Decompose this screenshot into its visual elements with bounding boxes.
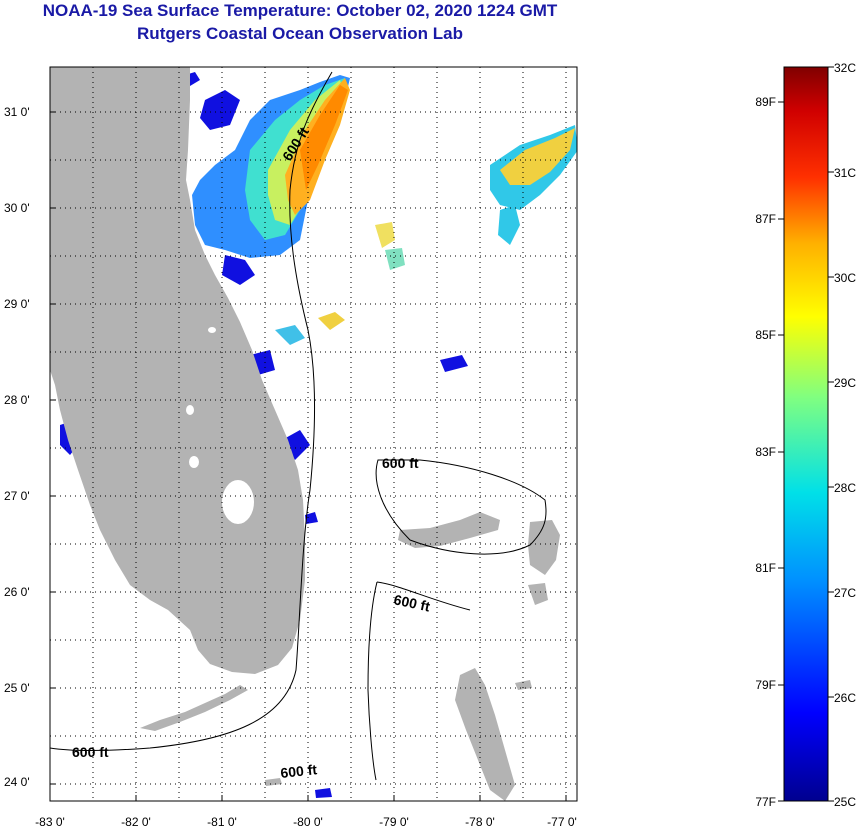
y-tick-label: 24 0' (4, 775, 30, 789)
isobath-600ft (50, 71, 547, 781)
colorbar-celsius-label: 32C (834, 61, 856, 75)
colorbar-fahrenheit-label: 85F (755, 328, 776, 342)
colorbar-gradient (783, 66, 829, 802)
x-tick-label: -79 0' (379, 815, 409, 829)
map-title: NOAA-19 Sea Surface Temperature: October… (42, 1, 558, 20)
colorbar-celsius-label: 26C (834, 691, 856, 705)
colorbar-fahrenheit-label: 83F (755, 445, 776, 459)
colorbar-fahrenheit-label: 79F (755, 678, 776, 692)
colorbar-celsius-label: 31C (834, 166, 856, 180)
axis-ticks (49, 111, 567, 801)
map-frame (49, 66, 578, 802)
colorbar-fahrenheit-label: 81F (755, 561, 776, 575)
x-tick-label: -77 0' (547, 815, 577, 829)
x-tick-label: -82 0' (121, 815, 151, 829)
colorbar-fahrenheit-label: 89F (755, 95, 776, 109)
contour-label: 600 ft (392, 591, 431, 614)
colorbar-celsius-label: 27C (834, 586, 856, 600)
colorbar-celsius-label: 28C (834, 481, 856, 495)
y-tick-label: 31 0' (4, 105, 30, 119)
y-tick-label: 26 0' (4, 585, 30, 599)
x-tick-label: -83 0' (35, 815, 65, 829)
y-tick-label: 25 0' (4, 681, 30, 695)
x-tick-label: -81 0' (207, 815, 237, 829)
y-tick-label: 27 0' (4, 489, 30, 503)
y-tick-label: 29 0' (4, 297, 30, 311)
colorbar-celsius-label: 30C (834, 271, 856, 285)
bahamas-islands (265, 512, 560, 801)
contour-label: 600 ft (382, 455, 419, 471)
y-axis-labels: 31 0' 30 0' 29 0' 28 0' 27 0' 26 0' 25 0… (4, 105, 30, 789)
colorbar-fahrenheit-label: 77F (755, 795, 776, 809)
y-tick-label: 28 0' (4, 393, 30, 407)
colorbar-celsius-label: 25C (834, 795, 856, 809)
temperature-colorbar: 32C 31C 30C 29C 28C 27C 26C 25C 89F 87F … (755, 61, 856, 809)
sst-data-layer (50, 72, 577, 798)
y-tick-label: 30 0' (4, 201, 30, 215)
colorbar-celsius-label: 29C (834, 376, 856, 390)
contour-label: 600 ft (280, 761, 318, 781)
x-axis-labels: -83 0' -82 0' -81 0' -80 0' -79 0' -78 0… (35, 815, 577, 829)
map-subtitle: Rutgers Coastal Ocean Observation Lab (137, 24, 463, 43)
colorbar-fahrenheit-label: 87F (755, 212, 776, 226)
contour-label: 600 ft (72, 744, 109, 760)
x-tick-label: -78 0' (465, 815, 495, 829)
x-tick-label: -80 0' (293, 815, 323, 829)
lake-okeechobee (222, 480, 254, 524)
florida-keys (140, 685, 248, 731)
